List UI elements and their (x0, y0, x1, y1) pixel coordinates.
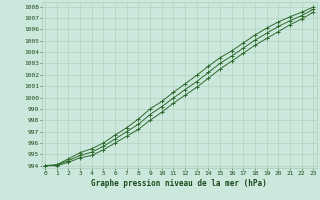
X-axis label: Graphe pression niveau de la mer (hPa): Graphe pression niveau de la mer (hPa) (91, 179, 267, 188)
